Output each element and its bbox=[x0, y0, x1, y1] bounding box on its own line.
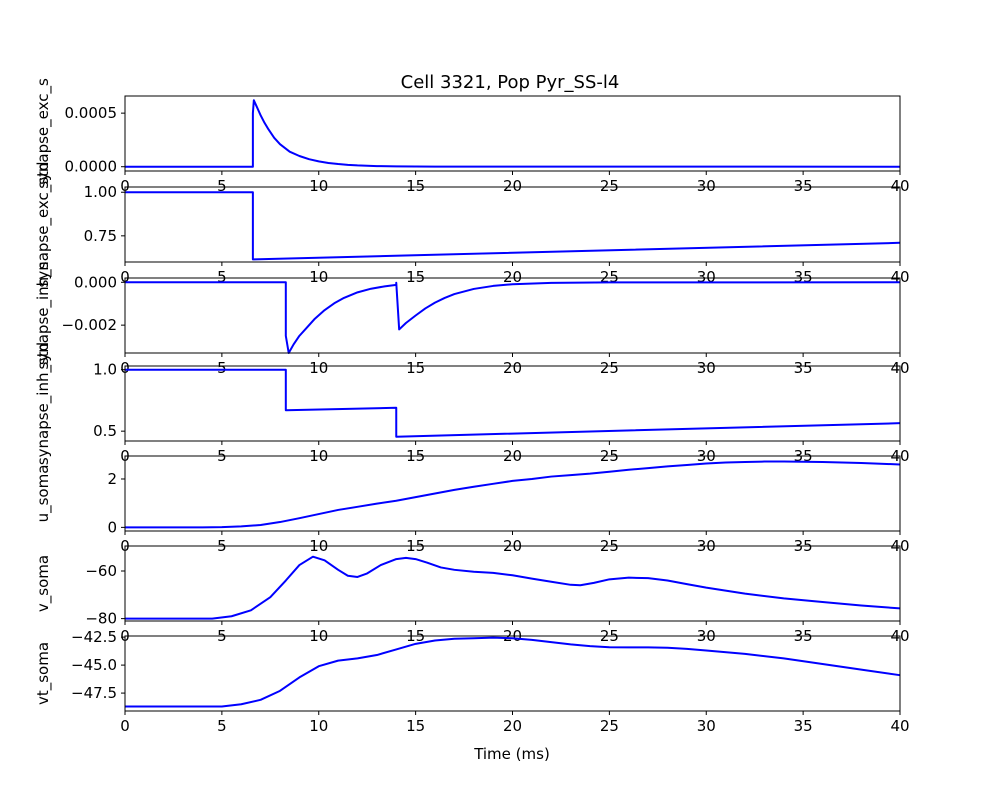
x-tick-label: 20 bbox=[503, 359, 522, 377]
x-tick-label: 25 bbox=[600, 717, 619, 735]
series-line-synapse_exc_s bbox=[125, 99, 901, 168]
x-tick-label: 0 bbox=[120, 177, 130, 195]
y-axis-label: u_soma bbox=[34, 465, 53, 523]
x-axis-label: Time (ms) bbox=[473, 745, 550, 763]
x-tick-label: 10 bbox=[309, 717, 328, 735]
y-tick-label: 1.00 bbox=[84, 183, 117, 201]
x-tick-label: 10 bbox=[309, 177, 328, 195]
x-tick-label: 40 bbox=[890, 717, 909, 735]
x-tick-label: 20 bbox=[503, 717, 522, 735]
x-tick-label: 15 bbox=[406, 177, 425, 195]
y-tick-label: 0.0000 bbox=[65, 158, 118, 176]
x-tick-label: 0 bbox=[120, 268, 130, 286]
y-tick-label: −80 bbox=[85, 610, 117, 628]
series-line-u_soma bbox=[125, 460, 901, 529]
x-tick-label: 15 bbox=[406, 717, 425, 735]
x-tick-label: 35 bbox=[794, 359, 813, 377]
y-axis-label: synapse_inh_s bbox=[34, 261, 53, 369]
y-tick-label: 0.0005 bbox=[65, 104, 118, 122]
y-tick-label: −0.002 bbox=[61, 316, 117, 334]
y-axis-label: synapse_exc_s bbox=[34, 78, 53, 189]
x-tick-label: 10 bbox=[309, 268, 328, 286]
subplot-panels: 0 5 10 15 20 25 30 35 400.00000.0005synapse_exc_… bbox=[34, 78, 910, 735]
series-line-synapse_inh_std bbox=[125, 368, 901, 438]
subplot-synapse_exc_std: 0 5 10 15 20 25 30 35 40 0.75 1.00 synapse_exc_std bbox=[34, 162, 910, 288]
x-tick-label: 35 bbox=[794, 717, 813, 735]
series-line-v_soma bbox=[125, 555, 901, 620]
y-axis-label: synapse_inh_std bbox=[34, 342, 53, 465]
x-tick-label: 5 bbox=[217, 177, 227, 195]
subplot-v_soma: 0 5 10 15 20 25 30 35 40−80−60v_soma bbox=[34, 545, 910, 645]
x-tick-label: 35 bbox=[794, 177, 813, 195]
y-tick-label: 2 bbox=[107, 470, 117, 488]
series-line-synapse_exc_std bbox=[125, 191, 901, 261]
y-tick-label: 0.5 bbox=[93, 422, 117, 440]
y-tick-label: −60 bbox=[85, 562, 117, 580]
y-tick-label: 0 bbox=[107, 518, 117, 536]
subplot-synapse_exc_s: 0 5 10 15 20 25 30 35 40 0.0000 0.0005 synapse_exc_… bbox=[34, 78, 910, 195]
x-tick-label: 5 bbox=[217, 359, 227, 377]
x-tick-label: 25 bbox=[600, 359, 619, 377]
x-tick-label: 15 bbox=[406, 359, 425, 377]
subplot-vt_soma: 0 5 10 15 20 25 30 35 40 −47.5 −45.0 −42.5 vt_soma bbox=[34, 628, 910, 735]
y-axis-label: vt_soma bbox=[34, 642, 53, 705]
x-tick-label: 30 bbox=[697, 177, 716, 195]
x-tick-label: 30 bbox=[697, 359, 716, 377]
y-tick-label: 0.000 bbox=[74, 273, 117, 291]
x-tick-label: 20 bbox=[503, 268, 522, 286]
figure-title: Cell 3321, Pop Pyr_SS-l4 bbox=[401, 72, 620, 93]
y-tick-label: 0.75 bbox=[84, 227, 117, 245]
y-tick-label: 1.0 bbox=[93, 361, 117, 379]
y-tick-label: −45.0 bbox=[71, 656, 117, 674]
x-tick-label: 0 bbox=[120, 717, 130, 735]
x-tick-label: 5 bbox=[217, 268, 227, 286]
y-axis-label: v_soma bbox=[34, 555, 53, 612]
x-tick-label: 10 bbox=[309, 359, 328, 377]
x-tick-label: 30 bbox=[697, 717, 716, 735]
y-tick-label: −42.5 bbox=[71, 628, 117, 646]
series-line-vt_soma bbox=[125, 636, 901, 708]
x-tick-label: 20 bbox=[503, 177, 522, 195]
x-tick-label: 5 bbox=[217, 717, 227, 735]
x-tick-label: 15 bbox=[406, 268, 425, 286]
y-tick-label: −47.5 bbox=[71, 684, 117, 702]
x-tick-label: 40 bbox=[890, 177, 909, 195]
y-axis-label: synapse_exc_std bbox=[34, 162, 53, 288]
x-tick-label: 25 bbox=[600, 177, 619, 195]
series-line-synapse_inh_s bbox=[125, 281, 901, 354]
